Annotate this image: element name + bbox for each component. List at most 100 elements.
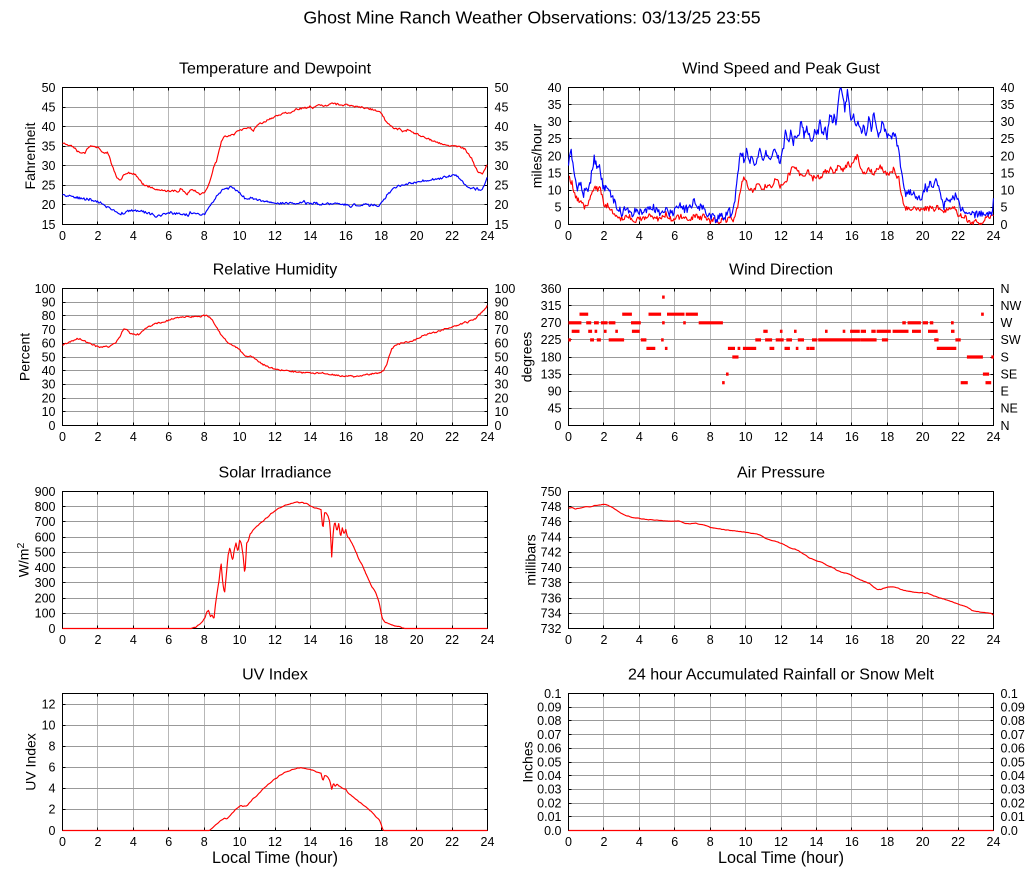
svg-text:748: 748 [541,500,562,514]
svg-text:22: 22 [445,633,459,647]
svg-text:16: 16 [845,229,859,243]
svg-text:10: 10 [739,430,753,444]
svg-text:Ghost Mine Ranch Weather Obser: Ghost Mine Ranch Weather Observations: 0… [303,8,760,28]
svg-text:70: 70 [42,323,56,337]
svg-text:2: 2 [94,229,101,243]
svg-text:4: 4 [130,229,137,243]
svg-text:Inches: Inches [520,741,536,782]
svg-text:16: 16 [845,835,859,849]
svg-text:12: 12 [774,633,788,647]
svg-text:15: 15 [1001,166,1015,180]
svg-text:45: 45 [42,100,56,114]
svg-text:0.09: 0.09 [1001,701,1025,715]
svg-text:0.08: 0.08 [537,714,561,728]
svg-text:8: 8 [201,835,208,849]
svg-text:10: 10 [233,229,247,243]
svg-text:0: 0 [59,835,66,849]
svg-text:W: W [1001,316,1013,330]
svg-text:2: 2 [94,835,101,849]
svg-text:22: 22 [445,835,459,849]
svg-text:0: 0 [555,419,562,433]
svg-text:4: 4 [636,835,643,849]
svg-text:10: 10 [548,184,562,198]
svg-text:10: 10 [739,835,753,849]
svg-text:50: 50 [42,350,56,364]
svg-text:18: 18 [880,633,894,647]
svg-text:70: 70 [495,323,509,337]
svg-text:24: 24 [481,633,495,647]
svg-text:40: 40 [495,120,509,134]
svg-text:12: 12 [268,430,282,444]
svg-text:18: 18 [374,229,388,243]
svg-text:45: 45 [495,100,509,114]
svg-text:0: 0 [59,633,66,647]
svg-text:270: 270 [541,316,562,330]
svg-text:45: 45 [548,402,562,416]
svg-text:2: 2 [94,633,101,647]
svg-text:20: 20 [42,198,56,212]
svg-text:20: 20 [495,198,509,212]
svg-text:0.04: 0.04 [1001,769,1025,783]
svg-text:14: 14 [809,229,823,243]
svg-text:0.06: 0.06 [537,742,561,756]
svg-text:12: 12 [268,835,282,849]
svg-text:0.02: 0.02 [537,796,561,810]
svg-text:400: 400 [35,561,56,575]
svg-text:8: 8 [201,430,208,444]
svg-text:N: N [1001,282,1010,296]
svg-text:35: 35 [495,140,509,154]
svg-text:miles/hour: miles/hour [529,123,545,188]
svg-text:8: 8 [201,633,208,647]
svg-text:8: 8 [707,229,714,243]
svg-text:E: E [1001,385,1009,399]
svg-text:90: 90 [42,296,56,310]
svg-text:10: 10 [233,835,247,849]
svg-text:100: 100 [35,282,56,296]
svg-text:SE: SE [1001,367,1018,381]
svg-text:UV Index: UV Index [242,667,308,684]
svg-text:SW: SW [1001,333,1021,347]
svg-text:4: 4 [130,430,137,444]
svg-text:744: 744 [541,530,562,544]
svg-text:0: 0 [59,229,66,243]
svg-text:5: 5 [555,201,562,215]
svg-text:Percent: Percent [17,333,33,381]
svg-text:10: 10 [42,718,56,732]
svg-text:20: 20 [410,835,424,849]
svg-text:30: 30 [495,159,509,173]
svg-text:225: 225 [541,333,562,347]
svg-text:14: 14 [809,633,823,647]
svg-text:700: 700 [35,515,56,529]
svg-text:S: S [1001,350,1009,364]
svg-text:20: 20 [916,430,930,444]
svg-text:0.05: 0.05 [537,755,561,769]
svg-text:35: 35 [548,98,562,112]
svg-text:10: 10 [739,633,753,647]
svg-text:4: 4 [49,782,56,796]
svg-text:6: 6 [671,633,678,647]
svg-text:4: 4 [130,835,137,849]
svg-text:22: 22 [445,430,459,444]
svg-text:0.02: 0.02 [1001,796,1025,810]
svg-text:100: 100 [35,607,56,621]
svg-text:NW: NW [1001,299,1022,313]
svg-text:750: 750 [541,485,562,499]
svg-text:22: 22 [951,430,965,444]
svg-text:100: 100 [495,282,516,296]
svg-text:12: 12 [268,633,282,647]
svg-text:30: 30 [1001,115,1015,129]
svg-text:Fahrenheit: Fahrenheit [22,122,38,189]
svg-text:0.05: 0.05 [1001,755,1025,769]
svg-text:90: 90 [495,296,509,310]
svg-text:10: 10 [495,405,509,419]
svg-text:35: 35 [1001,98,1015,112]
svg-text:24: 24 [481,430,495,444]
svg-text:18: 18 [880,430,894,444]
svg-text:500: 500 [35,546,56,560]
svg-text:0: 0 [565,633,572,647]
svg-text:40: 40 [42,364,56,378]
svg-text:0: 0 [49,622,56,636]
svg-text:40: 40 [42,120,56,134]
svg-text:16: 16 [845,430,859,444]
svg-text:20: 20 [916,835,930,849]
